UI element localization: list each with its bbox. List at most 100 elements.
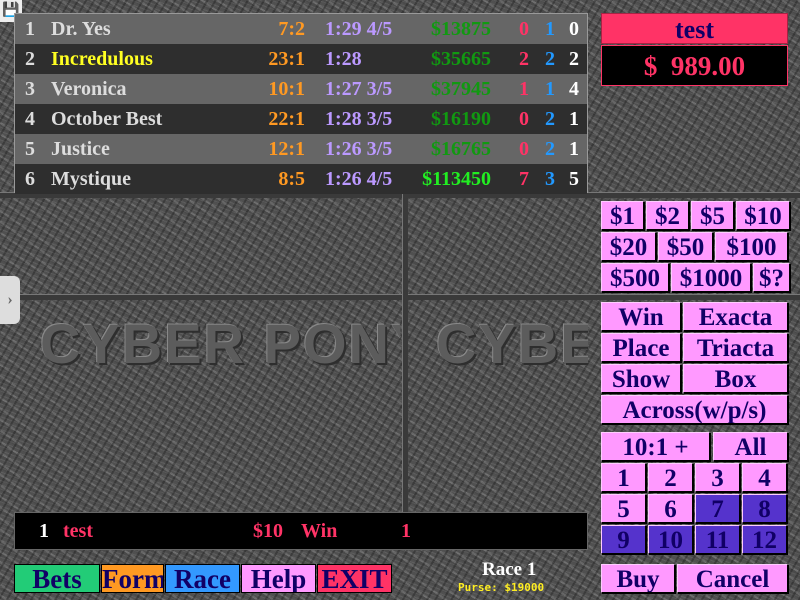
horse-number: 5 [25,138,35,160]
amount-button[interactable]: $? [753,263,790,292]
horse-odds: 8:5 [278,168,305,190]
horse-odds: 7:2 [278,18,305,40]
amount-button[interactable]: $20 [601,232,656,261]
slip-horse: 1 [401,520,411,542]
horse-places: 3 [545,168,555,190]
nav-form-button[interactable]: Form [101,564,164,593]
horse-number: 1 [25,18,35,40]
horse-select-button[interactable]: 8 [742,494,787,523]
horse-name: Incredulous [51,48,153,70]
logo-watermark: CYBER PONY [436,312,588,375]
horse-wins: 1 [519,78,529,100]
horse-places: 1 [545,18,555,40]
horse-best-time: 1:28 3/5 [325,108,393,130]
logo-watermark-left: CYBER PONY [40,312,400,384]
bet-slip: 1 test $10 Win 1 [14,512,588,550]
nav-exit-button[interactable]: EXIT [317,564,392,593]
horse-row[interactable]: 4 October Best 22:1 1:28 3/5 $16190 0 2 1 [15,104,587,134]
divider [0,294,800,300]
nav-help-button[interactable]: Help [241,564,316,593]
horse-table: 1 Dr. Yes 7:2 1:29 4/5 $13875 0 1 0 2 Incredulous… [14,13,588,194]
horse-earnings: $16190 [431,108,491,130]
bet-place-button[interactable]: Place [601,333,681,362]
bet-win-button[interactable]: Win [601,302,681,331]
amount-button[interactable]: $1 [601,201,644,230]
horse-shows: 4 [569,78,579,100]
horse-wins: 0 [519,138,529,160]
horse-earnings: $13875 [431,18,491,40]
player-name: test [601,13,788,44]
horse-select-button[interactable]: 11 [695,525,740,554]
amount-button[interactable]: $100 [715,232,788,261]
horse-shows: 1 [569,108,579,130]
horse-best-time: 1:26 3/5 [325,138,393,160]
horse-select-button[interactable]: 12 [742,525,787,554]
nav-race-button[interactable]: Race [165,564,240,593]
horse-places: 2 [545,108,555,130]
horse-odds: 22:1 [268,108,305,130]
horse-select-button[interactable]: 9 [601,525,646,554]
slip-type: Win [301,520,338,542]
buy-button[interactable]: Buy [601,564,675,593]
horse-select-button[interactable]: 4 [742,463,787,492]
amount-button[interactable]: $5 [691,201,734,230]
horse-row[interactable]: 6 Mystique 8:5 1:26 4/5 $113450 7 3 5 [15,164,587,194]
nav-bets-button[interactable]: Bets [14,564,100,593]
horse-odds: 12:1 [268,138,305,160]
horse-row[interactable]: 2 Incredulous 23:1 1:28 $35665 2 2 2 [15,44,587,74]
horse-row[interactable]: 3 Veronica 10:1 1:27 3/5 $37945 1 1 4 [15,74,587,104]
player-balance: $ 989.00 [601,45,788,86]
slip-number: 1 [39,520,49,542]
horse-number: 6 [25,168,35,190]
bet-triacta-button[interactable]: Triacta [683,333,788,362]
horse-earnings: $37945 [431,78,491,100]
amount-button[interactable]: $500 [601,263,669,292]
horse-earnings: $16765 [431,138,491,160]
bet-across-button[interactable]: Across(w/p/s) [601,395,788,424]
horse-name: Justice [51,138,110,160]
slip-player: test [63,520,93,542]
slip-amount: $10 [253,520,283,542]
horse-select-button[interactable]: 5 [601,494,646,523]
all-horses-button[interactable]: All [713,432,788,461]
horse-select-button[interactable]: 6 [648,494,693,523]
horse-row[interactable]: 5 Justice 12:1 1:26 3/5 $16765 0 2 1 [15,134,587,164]
horse-select-button[interactable]: 7 [695,494,740,523]
amount-button[interactable]: $50 [658,232,713,261]
horse-best-time: 1:28 [325,48,362,70]
amount-button[interactable]: $10 [736,201,790,230]
amount-button[interactable]: $2 [646,201,689,230]
logo-watermark-right: CYBER PONY [436,312,588,384]
cancel-button[interactable]: Cancel [677,564,788,593]
horse-select-button[interactable]: 3 [695,463,740,492]
bet-exacta-button[interactable]: Exacta [683,302,788,331]
horse-places: 2 [545,48,555,70]
divider [402,192,408,512]
longshots-button[interactable]: 10:1 + [601,432,710,461]
horse-select-button[interactable]: 1 [601,463,646,492]
bet-show-button[interactable]: Show [601,364,681,393]
amount-button[interactable]: $1000 [671,263,751,292]
horse-select-button[interactable]: 10 [648,525,693,554]
horse-wins: 2 [519,48,529,70]
horse-earnings: $113450 [422,168,491,190]
horse-number: 3 [25,78,35,100]
race-purse: Purse: $19000 [458,581,545,594]
horse-wins: 0 [519,108,529,130]
horse-shows: 5 [569,168,579,190]
horse-earnings: $35665 [431,48,491,70]
horse-wins: 0 [519,18,529,40]
side-panel-toggle-chevron-icon[interactable]: › [0,276,20,324]
horse-places: 2 [545,138,555,160]
horse-best-time: 1:27 3/5 [325,78,393,100]
race-label: Race 1 [482,559,537,580]
horse-row[interactable]: 1 Dr. Yes 7:2 1:29 4/5 $13875 0 1 0 [15,14,587,44]
horse-shows: 0 [569,18,579,40]
horse-places: 1 [545,78,555,100]
horse-name: October Best [51,108,163,130]
horse-select-button[interactable]: 2 [648,463,693,492]
bet-box-button[interactable]: Box [683,364,788,393]
horse-shows: 2 [569,48,579,70]
horse-best-time: 1:29 4/5 [325,18,393,40]
horse-number: 2 [25,48,35,70]
